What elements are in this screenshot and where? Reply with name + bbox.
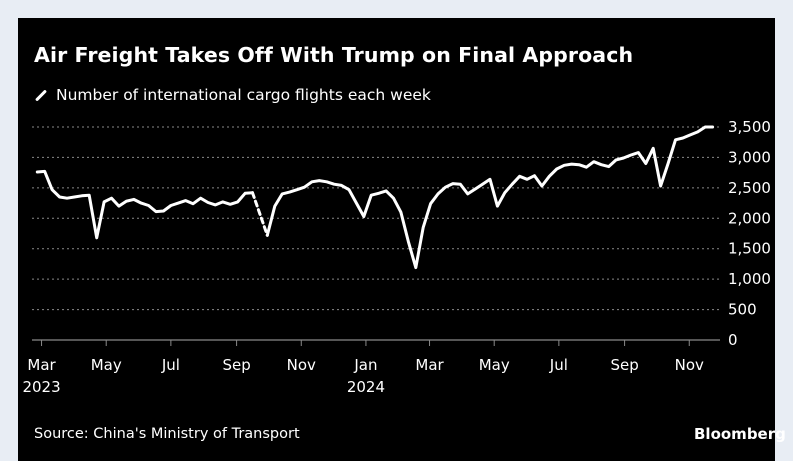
x-tick-label: Sep — [222, 356, 250, 374]
x-tick-label: Nov — [675, 356, 704, 374]
series-line-dashed-segment — [251, 191, 269, 237]
source-note: Source: China's Ministry of Transport — [34, 426, 300, 442]
x-tick-label: Nov — [287, 356, 316, 374]
y-tick-label: 2,500 — [728, 179, 771, 197]
x-tick-year-label: 2024 — [347, 378, 385, 396]
x-tick-year-label: 2023 — [22, 378, 60, 396]
chart-title: Air Freight Takes Off With Trump on Fina… — [34, 43, 634, 67]
x-tick-label: Mar — [27, 356, 56, 374]
x-tick-label: Jul — [161, 356, 180, 374]
y-tick-label: 0 — [728, 331, 738, 349]
x-tick-label: Jan — [353, 356, 377, 374]
x-tick-label: Sep — [610, 356, 638, 374]
brand-logo: Bloomberg — [694, 425, 786, 443]
series-line-segment — [265, 125, 715, 270]
series-line-segment — [35, 169, 254, 240]
legend: Number of international cargo flights ea… — [34, 85, 431, 105]
x-tick-label: May — [91, 356, 122, 374]
legend-label: Number of international cargo flights ea… — [56, 86, 431, 104]
x-tick-label: Mar — [415, 356, 444, 374]
chart-card: Air Freight Takes Off With Trump on Fina… — [18, 18, 786, 461]
x-axis-tick-labels: Mar 2023 May Jul Sep Nov Jan 2024 Mar May Jul Sep No… — [22, 340, 704, 396]
y-tick-label: 3,500 — [728, 118, 771, 136]
x-tick-label: May — [479, 356, 510, 374]
y-tick-label: 3,000 — [728, 148, 771, 166]
y-tick-label: 1,500 — [728, 240, 771, 258]
y-tick-label: 1,000 — [728, 270, 771, 288]
series-lines — [35, 125, 715, 270]
x-tick-label: Jul — [549, 356, 568, 374]
y-tick-label: 2,000 — [728, 209, 771, 227]
y-axis-tick-labels: 0 500 1,000 1,500 2,000 2,500 3,000 3,500 — [728, 118, 771, 349]
line-chart: 0 500 1,000 1,500 2,000 2,500 3,000 3,500 Mar 20… — [22, 118, 771, 396]
y-tick-label: 500 — [728, 301, 757, 319]
grid-lines — [32, 126, 720, 341]
